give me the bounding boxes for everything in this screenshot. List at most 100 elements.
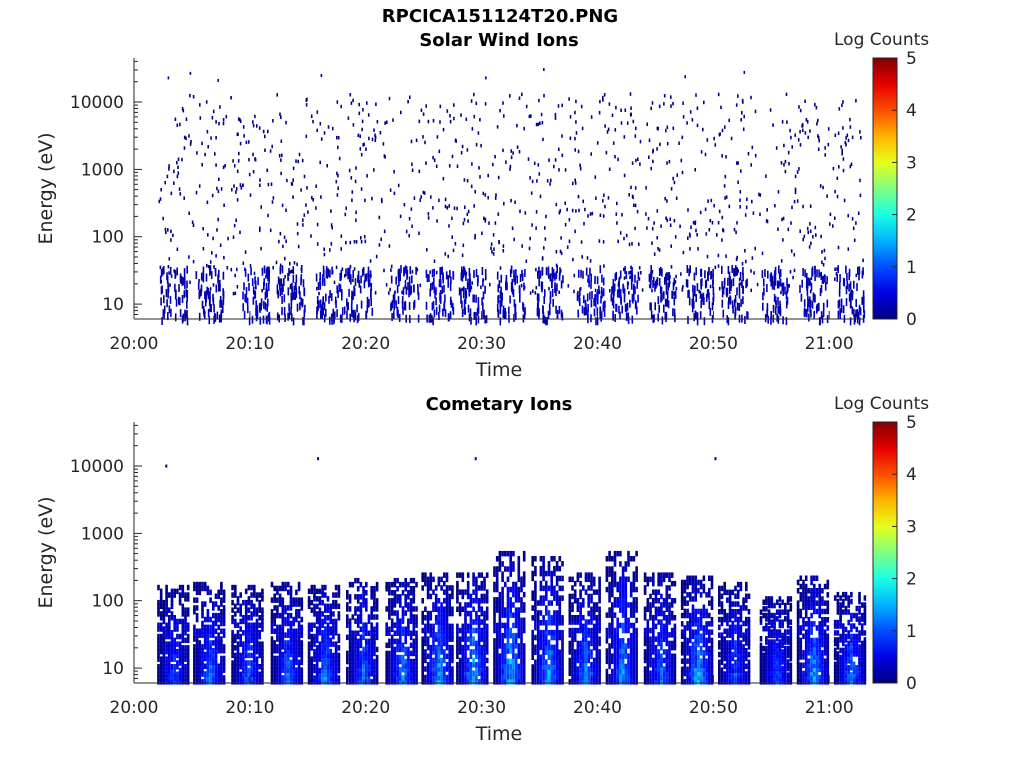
data-cell	[360, 236, 362, 240]
data-cell	[280, 278, 283, 287]
data-cell	[292, 651, 295, 658]
data-cell	[362, 658, 365, 665]
data-cell	[201, 632, 204, 638]
data-cell	[337, 173, 339, 178]
data-cell	[201, 300, 204, 309]
data-cell	[607, 196, 610, 200]
data-cell	[173, 679, 176, 685]
data-cell	[812, 292, 815, 301]
data-cell	[545, 639, 548, 646]
data-cell	[267, 266, 269, 275]
data-cell	[195, 640, 199, 646]
data-cell	[517, 561, 521, 567]
data-cell	[341, 267, 344, 271]
data-cell	[475, 662, 478, 668]
data-cell	[173, 637, 176, 644]
data-cell	[165, 667, 168, 674]
data-cell	[471, 281, 474, 285]
data-cell	[157, 633, 160, 640]
data-cell	[193, 648, 196, 654]
data-cell	[792, 275, 794, 280]
data-cell	[558, 575, 562, 582]
data-cell	[295, 671, 298, 677]
data-cell	[737, 269, 739, 273]
data-cell	[485, 606, 489, 612]
data-cell	[556, 310, 559, 318]
data-cell	[458, 662, 462, 668]
data-cell	[595, 674, 599, 681]
data-cell	[709, 219, 712, 223]
data-cell	[159, 671, 163, 677]
data-cell	[480, 606, 484, 612]
data-cell	[542, 620, 545, 626]
data-cell	[289, 644, 293, 650]
data-cell	[427, 119, 430, 124]
data-cell	[449, 119, 452, 124]
data-cell	[278, 644, 282, 650]
data-cell	[233, 164, 236, 168]
data-cell	[517, 622, 521, 629]
data-cell	[191, 220, 194, 224]
data-cell	[354, 606, 357, 612]
data-cell	[260, 246, 262, 251]
data-cell	[181, 315, 184, 324]
data-cell	[424, 649, 427, 655]
data-cell	[261, 660, 264, 666]
data-cell	[658, 248, 661, 252]
data-cell	[432, 644, 435, 651]
data-cell	[485, 623, 489, 630]
data-cell	[552, 269, 555, 277]
data-cell	[501, 591, 504, 598]
data-cell	[273, 628, 276, 634]
data-cell	[289, 283, 292, 288]
data-cell	[432, 155, 434, 160]
data-cell	[841, 103, 843, 107]
data-cell	[466, 585, 470, 591]
data-cell	[544, 289, 546, 298]
data-cell	[475, 317, 477, 326]
data-cell	[388, 638, 391, 645]
data-cell	[388, 671, 391, 677]
data-cell	[178, 284, 180, 293]
data-cell	[475, 670, 478, 676]
data-cell	[168, 675, 171, 681]
data-cell	[501, 658, 504, 665]
data-cell	[349, 240, 352, 245]
data-cell	[253, 641, 256, 647]
data-cell	[547, 654, 551, 660]
data-cell	[207, 287, 210, 296]
data-cell	[209, 616, 212, 623]
data-cell	[332, 611, 335, 617]
data-cell	[473, 204, 475, 208]
data-cell	[296, 262, 298, 267]
data-cell	[448, 644, 451, 651]
data-cell	[287, 659, 290, 666]
data-cell	[292, 648, 295, 654]
data-cell	[553, 164, 555, 169]
data-cell	[303, 213, 306, 217]
data-cell	[409, 642, 413, 649]
data-cell	[337, 656, 341, 662]
data-cell	[611, 113, 614, 117]
data-cell	[539, 679, 543, 685]
data-cell	[630, 106, 632, 110]
data-cell	[249, 264, 252, 268]
data-cell	[483, 679, 486, 685]
data-cell	[375, 658, 379, 665]
data-cell	[862, 258, 864, 263]
data-cell	[445, 636, 449, 642]
data-cell	[553, 634, 556, 641]
data-cell	[222, 305, 224, 314]
data-cell	[313, 679, 316, 685]
data-cell	[270, 663, 274, 669]
data-cell	[198, 312, 201, 321]
data-cell	[429, 627, 433, 634]
data-cell	[626, 302, 629, 311]
data-cell	[195, 671, 199, 677]
data-cell	[692, 284, 694, 293]
data-cell	[702, 292, 705, 301]
data-cell	[251, 315, 254, 324]
data-cell	[396, 638, 399, 645]
data-cell	[399, 602, 402, 608]
data-cell	[439, 104, 442, 109]
